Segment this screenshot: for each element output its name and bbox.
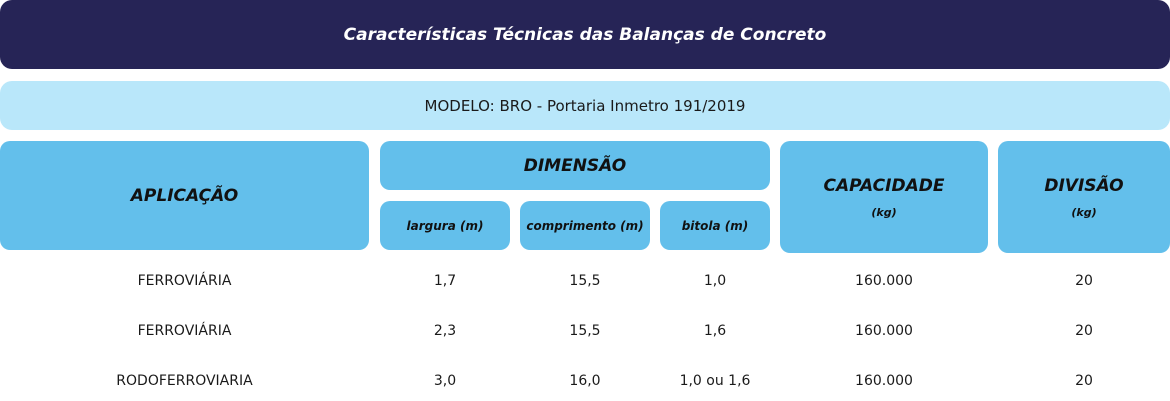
header-capacidade-label: CAPACIDADE [823, 175, 945, 196]
header-aplicacao: APLICAÇÃO [0, 141, 369, 250]
header-dimensao-label: DIMENSÃO [523, 155, 627, 176]
cell-comprimento: 16,0 [569, 373, 601, 389]
title-bar: Características Técnicas das Balanças de… [0, 0, 1170, 69]
page-title: Características Técnicas das Balanças de… [343, 24, 827, 45]
cell-divisao: 20 [1075, 273, 1093, 289]
header-divisao-unit: (kg) [1071, 205, 1097, 219]
cell-comprimento: 15,5 [569, 273, 601, 289]
cell-largura: 1,7 [433, 273, 457, 289]
table-row: FERROVIÁRIA 1,7 15,5 1,0 160.000 20 [0, 266, 1170, 296]
header-aplicacao-label: APLICAÇÃO [130, 185, 239, 206]
cell-aplicacao: FERROVIÁRIA [137, 323, 232, 339]
cell-divisao: 20 [1075, 323, 1093, 339]
header-bitola-label: bitola (m) [681, 218, 749, 233]
cell-capacidade: 160.000 [855, 373, 913, 389]
cell-bitola: 1,0 ou 1,6 [679, 373, 751, 389]
table-row: FERROVIÁRIA 2,3 15,5 1,6 160.000 20 [0, 316, 1170, 346]
header-capacidade-unit: (kg) [871, 205, 897, 219]
table-row: RODOFERROVIARIA 3,0 16,0 1,0 ou 1,6 160.… [0, 366, 1170, 396]
cell-capacidade: 160.000 [855, 323, 913, 339]
cell-largura: 3,0 [433, 373, 457, 389]
header-bitola: bitola (m) [660, 201, 770, 250]
cell-capacidade: 160.000 [855, 273, 913, 289]
cell-bitola: 1,6 [703, 323, 727, 339]
header-comprimento: comprimento (m) [520, 201, 650, 250]
header-largura: largura (m) [380, 201, 510, 250]
model-bar: MODELO: BRO - Portaria Inmetro 191/2019 [0, 81, 1170, 130]
header-comprimento-label: comprimento (m) [526, 218, 644, 233]
cell-largura: 2,3 [433, 323, 457, 339]
cell-aplicacao: FERROVIÁRIA [137, 273, 232, 289]
header-divisao-label: DIVISÃO [1044, 175, 1124, 196]
header-capacidade: CAPACIDADE (kg) [780, 141, 988, 253]
header-largura-label: largura (m) [406, 218, 484, 233]
cell-aplicacao: RODOFERROVIARIA [116, 373, 253, 389]
cell-bitola: 1,0 [703, 273, 727, 289]
cell-comprimento: 15,5 [569, 323, 601, 339]
header-dimensao: DIMENSÃO [380, 141, 770, 190]
header-divisao: DIVISÃO (kg) [998, 141, 1170, 253]
model-label: MODELO: BRO - Portaria Inmetro 191/2019 [424, 96, 746, 115]
cell-divisao: 20 [1075, 373, 1093, 389]
